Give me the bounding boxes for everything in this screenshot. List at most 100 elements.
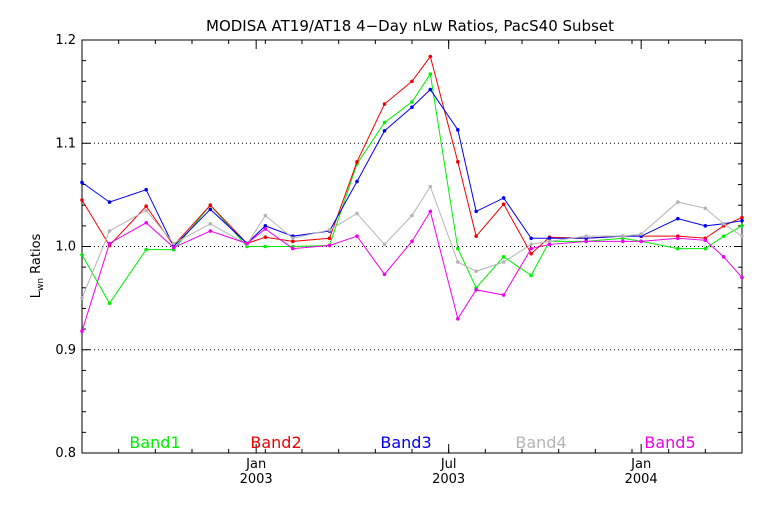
- y-tick-label: 1.1: [55, 136, 76, 151]
- legend-label-band1: Band1: [129, 433, 180, 452]
- data-point-band4: [474, 269, 478, 274]
- data-point-band4: [501, 260, 506, 264]
- y-axis-label: Lwn Ratios: [29, 233, 46, 298]
- data-point-band5: [263, 227, 268, 231]
- data-point-band4: [410, 213, 414, 218]
- x-tick-label-year: 2004: [625, 472, 658, 487]
- data-point-band1: [501, 255, 506, 259]
- data-point-band5: [245, 241, 249, 246]
- data-point-band2: [382, 102, 387, 106]
- data-point-band2: [263, 235, 268, 240]
- data-point-band5: [291, 246, 295, 251]
- data-point-band1: [428, 72, 433, 76]
- series-line-band3: [81, 88, 743, 248]
- data-point-band4: [721, 221, 726, 226]
- data-point-band1: [263, 244, 268, 249]
- data-point-band5: [703, 238, 708, 243]
- data-point-band4: [107, 229, 112, 233]
- y-tick-label: 0.8: [55, 446, 76, 461]
- x-tick-label-year: 2003: [240, 472, 273, 487]
- data-point-band4: [428, 184, 433, 189]
- legend-label-band2: Band2: [250, 433, 301, 452]
- data-point-band2: [291, 239, 295, 244]
- data-point-band2: [327, 236, 332, 241]
- data-point-band5: [547, 242, 552, 247]
- data-point-band4: [703, 206, 708, 211]
- data-point-band3: [107, 200, 112, 204]
- data-point-band2: [355, 160, 359, 164]
- legend-label-band4: Band4: [515, 433, 566, 452]
- grid-lines: [82, 142, 742, 351]
- data-point-band2: [529, 251, 533, 256]
- data-point-band5: [382, 272, 387, 277]
- data-point-band5: [584, 239, 588, 244]
- data-point-band5: [428, 209, 433, 214]
- data-point-band4: [456, 260, 460, 264]
- data-point-band3: [740, 218, 744, 223]
- data-point-band4: [676, 200, 680, 204]
- data-point-band4: [171, 241, 176, 246]
- data-point-band5: [144, 220, 148, 225]
- data-point-band4: [291, 236, 295, 241]
- x-tick-label-month: Jan: [630, 457, 651, 472]
- data-point-band5: [639, 239, 643, 244]
- data-point-band5: [529, 246, 533, 251]
- data-point-band5: [740, 275, 744, 280]
- chart-title: MODISA AT19/AT18 4−Day nLw Ratios, PacS4…: [206, 17, 614, 35]
- data-point-band2: [208, 203, 213, 207]
- data-point-band3: [474, 209, 478, 214]
- series-line-band2: [81, 55, 743, 255]
- y-tick-label: 0.9: [55, 343, 76, 358]
- data-point-band1: [410, 100, 414, 104]
- x-tick-label-month: Jan: [245, 457, 266, 472]
- series-line-band5: [81, 210, 743, 332]
- data-point-band5: [355, 234, 359, 238]
- data-point-band5: [474, 288, 478, 292]
- data-point-band4: [382, 242, 387, 247]
- data-point-band3: [456, 128, 460, 132]
- data-point-band5: [208, 229, 213, 233]
- data-point-band5: [80, 329, 84, 333]
- data-point-band4: [639, 232, 643, 236]
- data-point-band3: [529, 236, 533, 241]
- data-point-band2: [474, 234, 478, 238]
- data-point-band3: [355, 179, 359, 184]
- data-point-band3: [703, 224, 708, 228]
- data-point-band1: [676, 246, 680, 251]
- data-point-band1: [721, 234, 726, 238]
- data-point-band2: [456, 160, 460, 164]
- data-point-band4: [208, 221, 213, 226]
- data-point-band2: [740, 215, 744, 220]
- data-point-band4: [584, 234, 588, 238]
- series-layer: [80, 54, 744, 333]
- data-point-band3: [428, 87, 433, 92]
- data-point-band5: [621, 239, 625, 244]
- data-point-band1: [740, 224, 744, 228]
- data-point-band3: [501, 196, 506, 200]
- data-point-band5: [327, 243, 332, 248]
- data-point-band5: [721, 255, 726, 259]
- data-point-band2: [428, 54, 433, 59]
- data-point-band4: [547, 239, 552, 244]
- data-point-band3: [144, 187, 148, 192]
- data-point-band1: [107, 301, 112, 306]
- legend-label-band5: Band5: [644, 433, 695, 452]
- legend: Band1 Band2 Band3 Band4 Band5: [129, 433, 695, 452]
- data-point-band3: [382, 129, 387, 133]
- data-point-band5: [456, 316, 460, 321]
- data-point-band1: [80, 252, 84, 257]
- data-point-band5: [171, 245, 176, 250]
- data-point-band4: [263, 213, 268, 218]
- data-point-band4: [529, 242, 533, 247]
- data-point-band3: [80, 180, 84, 185]
- data-point-band4: [80, 296, 84, 300]
- data-point-band5: [676, 236, 680, 241]
- data-point-band1: [382, 120, 387, 125]
- data-point-band5: [410, 239, 414, 244]
- data-point-band3: [547, 236, 552, 241]
- data-point-band3: [263, 224, 268, 228]
- data-point-band4: [740, 234, 744, 238]
- data-point-band2: [501, 202, 506, 206]
